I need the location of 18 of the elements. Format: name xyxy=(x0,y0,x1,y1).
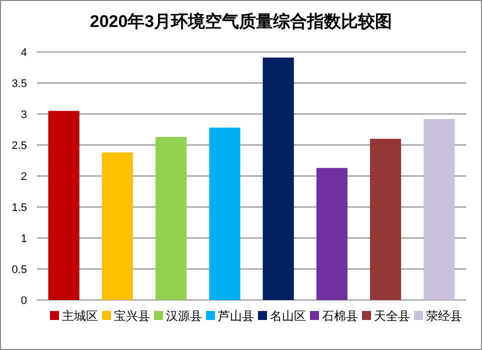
legend-label: 芦山县 xyxy=(218,309,254,323)
legend-label: 天全县 xyxy=(374,309,410,323)
legend-label: 汉源县 xyxy=(166,309,202,323)
y-tick-label: 3.5 xyxy=(12,78,27,90)
legend-label: 名山区 xyxy=(270,309,306,323)
legend-label: 荥经县 xyxy=(426,309,462,323)
legend-label: 宝兴县 xyxy=(114,309,150,323)
y-tick-label: 1 xyxy=(20,233,27,245)
legend-label: 石棉县 xyxy=(322,309,358,323)
y-tick-label: 0 xyxy=(20,295,27,307)
y-tick-label: 3 xyxy=(20,109,27,121)
y-tick-label: 0.5 xyxy=(12,264,27,276)
y-tick-label: 2 xyxy=(20,171,27,183)
y-tick-label: 2.5 xyxy=(12,140,27,152)
chart-title: 2020年3月环境空气质量综合指数比较图 xyxy=(90,12,392,31)
y-tick-label: 1.5 xyxy=(12,202,27,214)
y-tick-label: 4 xyxy=(20,47,27,59)
legend-label: 主城区 xyxy=(62,309,98,323)
